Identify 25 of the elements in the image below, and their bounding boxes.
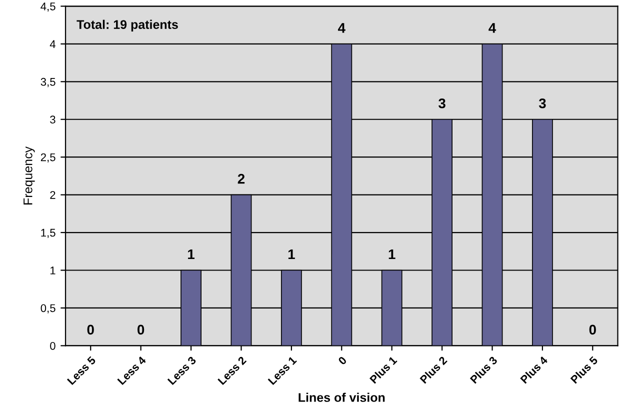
y-tick-label: 3,5 (40, 78, 56, 88)
data-label: 1 (288, 249, 295, 260)
x-axis-title: Lines of vision (298, 392, 385, 402)
y-tick-label: 3 (50, 116, 56, 124)
x-tick-label: 0 (338, 356, 348, 366)
annotation: Total: 19 patients (76, 20, 178, 32)
data-label: 2 (238, 174, 245, 184)
y-tick-label: 1,5 (41, 228, 56, 238)
data-label: 0 (138, 324, 144, 335)
y-tick-label: 0,5 (40, 304, 56, 314)
y-tick-label: 2 (50, 191, 56, 199)
data-label: 0 (87, 324, 94, 335)
data-label: 4 (338, 23, 346, 33)
y-tick-label: 2,5 (40, 153, 56, 163)
y-tick-label: 0 (50, 342, 56, 350)
data-label: 1 (388, 249, 396, 260)
y-tick-label: 1 (50, 266, 56, 274)
y-tick-label: 4 (50, 40, 56, 48)
data-label: 3 (438, 98, 446, 108)
data-label: 3 (538, 98, 546, 108)
data-label: 1 (188, 249, 195, 260)
data-label: 4 (488, 23, 496, 33)
data-label: 0 (589, 324, 596, 335)
y-tick-label: 4,5 (40, 2, 56, 12)
y-axis-title: Frequency (24, 146, 35, 204)
